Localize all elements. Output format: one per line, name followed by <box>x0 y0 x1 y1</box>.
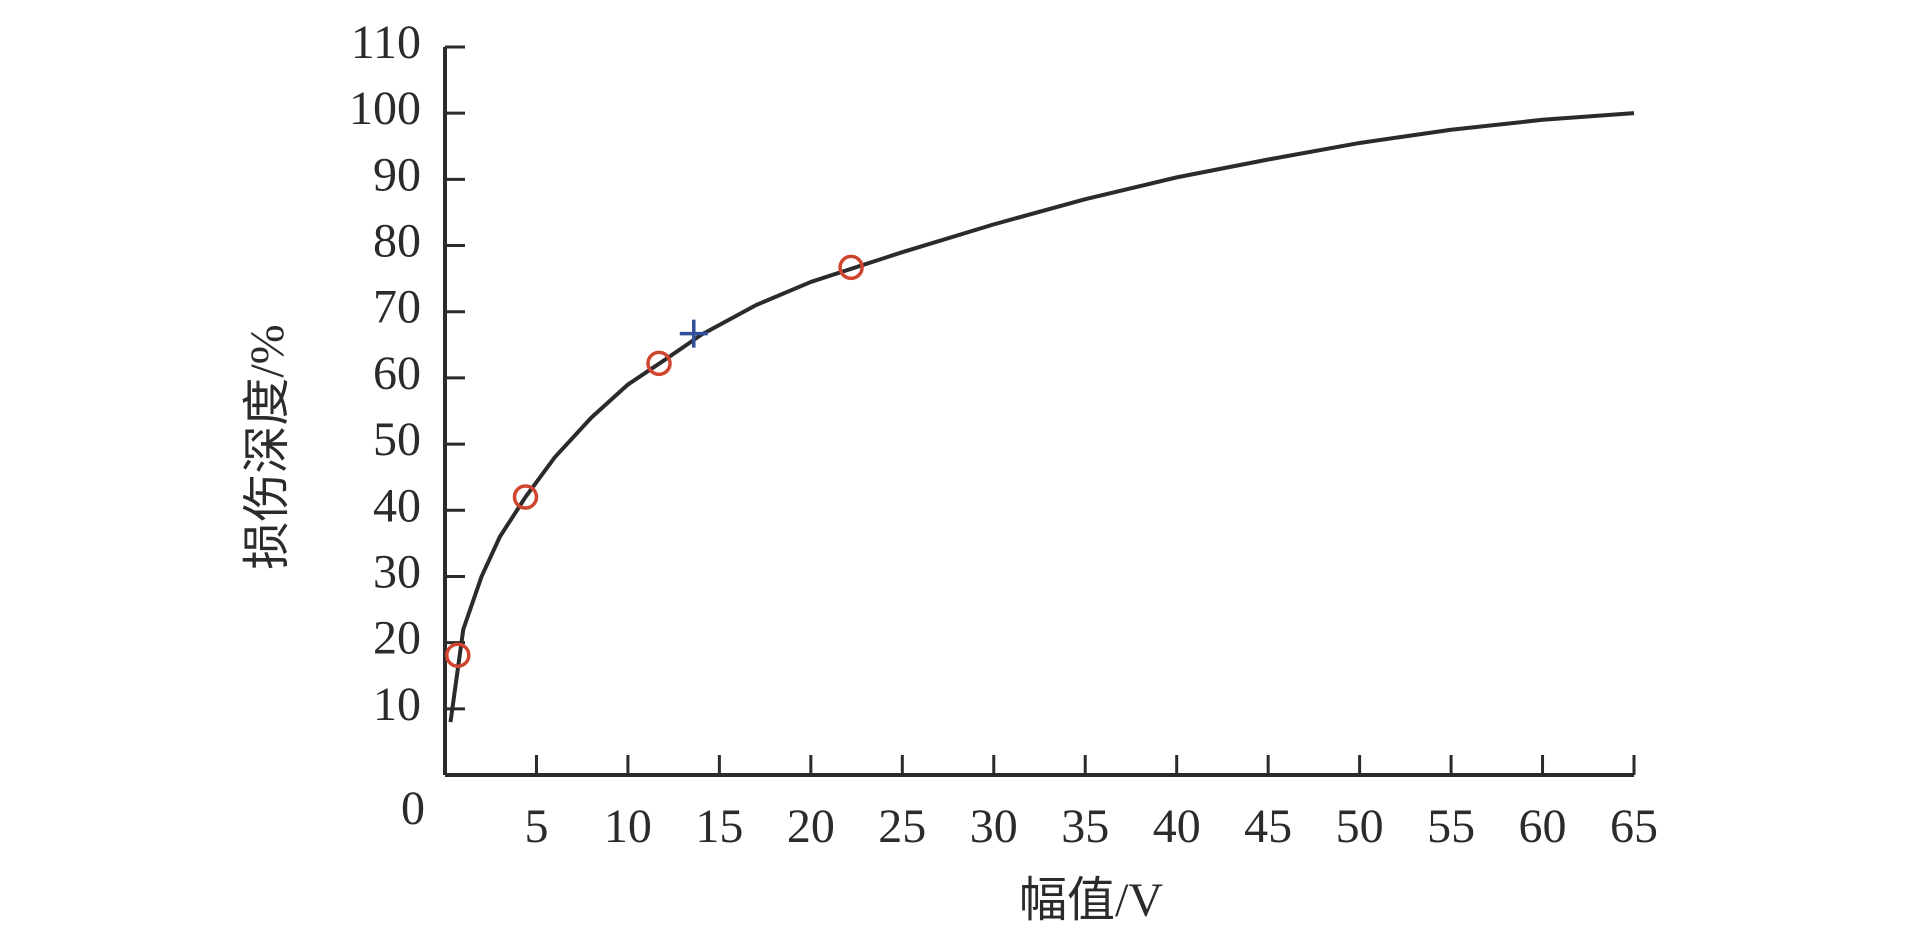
measured-point <box>838 254 864 281</box>
y-tick-label: 40 <box>373 479 421 532</box>
x-axis-label: 幅值/V <box>1019 874 1163 927</box>
measured-point <box>646 350 672 377</box>
y-tick-label: 70 <box>373 281 421 334</box>
x-tick-label: 65 <box>1610 800 1658 853</box>
y-tick-label: 30 <box>373 545 421 598</box>
x-tick-label: 40 <box>1153 800 1201 853</box>
origin-label: 0 <box>401 782 425 835</box>
x-tick-label: 50 <box>1336 800 1384 853</box>
fit-curve <box>448 111 1635 723</box>
y-tick-label: 60 <box>373 347 421 400</box>
measured-point <box>445 642 471 668</box>
x-tick-label: 35 <box>1061 800 1109 853</box>
plus-point <box>679 319 708 348</box>
y-tick-label: 90 <box>373 148 421 201</box>
x-tick-label: 5 <box>524 800 548 853</box>
x-tick-label: 25 <box>878 800 926 853</box>
x-tick-label: 45 <box>1244 800 1292 853</box>
y-tick-label: 80 <box>373 215 421 268</box>
y-tick-label: 100 <box>349 82 421 135</box>
x-tick-label: 60 <box>1519 800 1567 853</box>
x-tick-label: 10 <box>604 800 652 853</box>
x-tick-label: 15 <box>695 800 743 853</box>
x-tick-label: 55 <box>1427 800 1475 853</box>
x-tick-label: 30 <box>970 800 1018 853</box>
measured-point <box>512 484 539 510</box>
y-tick-label: 10 <box>373 678 421 731</box>
x-tick-label: 20 <box>787 800 835 853</box>
y-tick-label: 50 <box>373 413 421 466</box>
y-tick-label: 110 <box>351 16 421 69</box>
y-tick-label: 20 <box>373 612 421 665</box>
y-axis-label: 损伤深度/% <box>241 324 294 569</box>
